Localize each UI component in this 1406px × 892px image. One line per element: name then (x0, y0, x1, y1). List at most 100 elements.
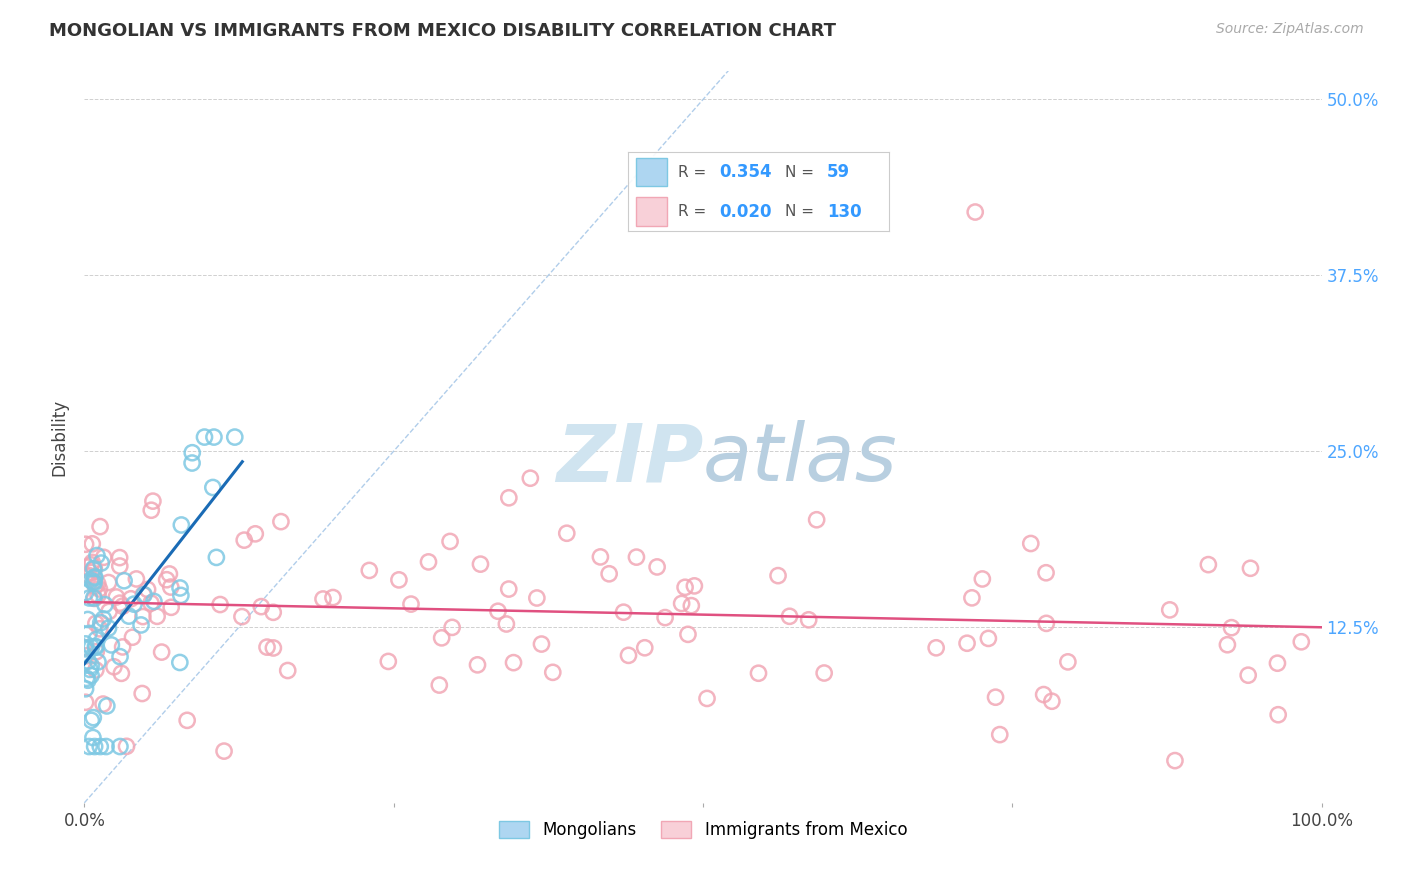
Point (83, 739, 105, 754)
Point (89, 622, 111, 636)
Point (683, 579, 706, 593)
Point (108, 550, 131, 565)
Point (439, 534, 461, 549)
Point (134, 588, 156, 602)
Point (87, 588, 110, 602)
Point (141, 503, 163, 517)
Point (91, 697, 114, 711)
Point (1291, 635, 1313, 649)
Point (612, 605, 634, 619)
Point (654, 610, 676, 624)
Point (80, 558, 103, 572)
Text: Source: ZipAtlas.com: Source: ZipAtlas.com (1216, 22, 1364, 37)
Point (90, 615, 112, 630)
Bar (636, 158, 668, 186)
Point (84, 640, 107, 654)
Point (83, 562, 105, 576)
Point (598, 566, 620, 581)
Point (129, 618, 152, 632)
Point (170, 589, 193, 603)
Point (75, 695, 97, 709)
Point (1220, 621, 1243, 635)
Point (224, 430, 246, 444)
Point (80, 566, 103, 580)
Point (111, 640, 134, 654)
Point (87, 655, 110, 669)
Point (176, 714, 198, 728)
Point (1267, 656, 1289, 670)
Point (83, 562, 105, 576)
Point (399, 597, 422, 611)
Point (169, 656, 191, 670)
Point (526, 591, 548, 605)
Point (111, 599, 134, 614)
Point (418, 555, 440, 569)
Point (87, 577, 110, 591)
Point (89, 519, 111, 533)
Point (83, 591, 105, 605)
Point (84, 616, 107, 631)
Point (797, 613, 820, 627)
Point (589, 549, 612, 564)
Point (96, 698, 118, 713)
Point (82, 537, 104, 551)
Text: R =: R = (678, 165, 711, 179)
Point (77, 626, 100, 640)
Point (170, 518, 193, 533)
Point (231, 609, 253, 624)
Point (779, 609, 801, 624)
Point (110, 666, 132, 681)
Point (75, 681, 97, 696)
Point (262, 605, 284, 619)
Point (676, 627, 699, 641)
Point (112, 574, 135, 588)
Point (1239, 561, 1261, 575)
Point (108, 649, 131, 664)
Point (1197, 558, 1219, 572)
Point (430, 631, 453, 645)
Point (377, 655, 399, 669)
Point (766, 568, 789, 582)
Point (495, 617, 517, 632)
Point (502, 656, 524, 670)
Point (75, 640, 97, 655)
Point (77, 568, 100, 582)
Point (84, 632, 107, 647)
Point (132, 609, 155, 624)
Point (277, 664, 299, 678)
Point (1057, 655, 1080, 669)
Point (388, 573, 411, 587)
Point (93, 550, 115, 565)
Point (1237, 668, 1260, 682)
Point (125, 572, 148, 586)
Point (965, 205, 987, 219)
Point (245, 526, 267, 541)
Point (100, 638, 122, 652)
Point (120, 591, 142, 606)
Point (89, 739, 111, 754)
Point (427, 678, 450, 692)
Point (79, 591, 101, 605)
Point (1040, 694, 1063, 708)
Point (645, 560, 668, 574)
Point (82, 555, 104, 569)
Y-axis label: Disability: Disability (51, 399, 69, 475)
Point (90, 556, 112, 570)
Text: atlas: atlas (703, 420, 898, 498)
Text: N =: N = (785, 204, 818, 219)
Point (925, 640, 948, 655)
Point (103, 659, 125, 673)
Point (256, 640, 278, 654)
Point (470, 557, 492, 571)
Point (1032, 688, 1054, 702)
Point (94, 598, 117, 612)
Point (262, 640, 284, 655)
Point (75, 637, 97, 651)
Point (250, 599, 273, 614)
Point (617, 648, 640, 663)
Point (555, 526, 578, 541)
Point (121, 630, 143, 644)
Point (89, 582, 111, 596)
Point (82, 574, 104, 589)
Point (322, 591, 344, 605)
